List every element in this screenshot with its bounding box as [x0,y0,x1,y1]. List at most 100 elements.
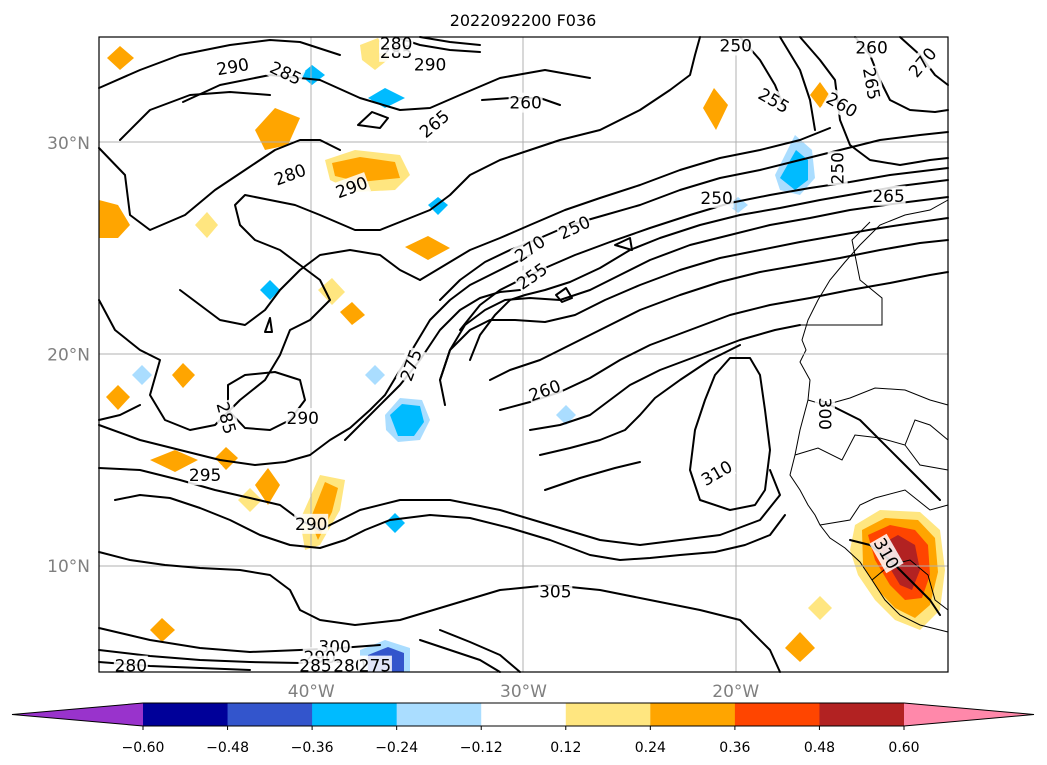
contour-line [799,36,949,166]
colorbar-extend-low [12,703,143,726]
contour-label: 290 [295,515,327,535]
x-tick-label: 40°W [288,682,335,702]
x-tick-labels: 40°W 30°W 20°W [288,682,760,702]
contour-label-bg [298,655,333,676]
contour-line [779,36,816,131]
warm-spot [172,363,195,388]
contour-label: 295 [189,466,221,486]
colorbar-tick-label: 0.60 [888,740,919,756]
contour-label-bg [395,345,427,385]
contour-label-group: 295 [188,465,223,486]
contour-line [539,344,741,456]
border [794,434,949,471]
contour-label: 305 [539,583,571,603]
contour-line [439,131,949,301]
contour-label-group: 290 [294,513,329,535]
contour-label-bg [508,92,543,113]
contour-line [182,69,591,111]
warm-spot [318,278,345,305]
warm-spot [340,302,365,325]
colorbar-tick-label: 0.12 [550,740,581,756]
contour-label-bg [285,408,320,428]
contour-line [439,217,949,406]
colorbar-tick-label: 0.24 [635,740,666,756]
contour-label-bg [212,398,241,438]
contour-label-bg [294,513,329,534]
warm-spot [106,385,130,410]
warm-spot [332,157,400,182]
contour-line [419,127,831,281]
colorbar-segment [734,703,820,726]
contour-label-group: 290 [285,408,320,429]
contour-label-bg [554,211,595,244]
contour-label: 285 [299,657,331,677]
contour-label: 265 [872,187,904,207]
colorbar: −0.60 −0.48 −0.36 −0.24 −0.12 0.12 0.24 0.36 0.4… [11,702,1035,756]
contour-label: 250 [829,152,849,184]
colorbar-segment [143,703,229,726]
contour-label-group: 250 [718,35,753,56]
warm-spot [255,108,300,150]
colorbar-segment [565,703,651,726]
cold-spot [260,280,280,300]
contour-label-group: 290 [214,53,252,80]
border [819,489,949,526]
contour-label-bg [525,375,565,406]
border [800,221,883,326]
contour-label-group: 280 [113,655,148,677]
contour-label-bg [696,455,737,491]
colorbar-tick-label: 0.36 [719,740,750,756]
contour-line [264,317,273,333]
colorbar-segment [312,703,398,726]
contour-line [98,467,781,546]
colorbar-segment [650,703,736,726]
cold-spot [365,365,385,385]
warm-spot [99,200,130,238]
contour-line [98,404,141,421]
contour-label: 250 [700,189,732,209]
contour-label-group: 260 [854,37,889,59]
contour-label-group: 275 [357,655,392,677]
contour-label-bg [214,53,252,80]
chart-title: 2022092200 F036 [450,11,597,30]
contour-label-bg [718,35,753,56]
contour-line [419,639,501,673]
contour-label-bg [699,187,734,208]
contour-label-bg [266,56,306,90]
contour-label: 280 [380,34,412,54]
contour-label-group: 305 [538,581,573,603]
contour-label: 250 [720,36,752,56]
contour-label-bg [113,655,148,676]
colorbar-tick-label: −0.60 [122,740,165,756]
contour-line [419,36,481,46]
contour-label-bg [858,65,885,103]
contour-label-bg [413,54,448,75]
colorbar-tick-label: −0.12 [460,740,503,756]
colorbar-segment [227,703,313,726]
contour-line [98,139,341,231]
y-tick-label: 10°N [47,557,90,577]
contour-label-group: 280 [379,33,414,54]
warm-spot [405,236,450,260]
warm-spot [255,468,280,505]
contour-label-bg [869,533,904,574]
map-panel: 2902852852802902502602702652602652552602… [98,33,949,677]
contour-label-bg [270,159,310,190]
contour-label: 280 [115,657,147,677]
contour-label-group: 265 [871,185,906,207]
contour-line [689,357,771,511]
map-frame [98,36,949,673]
contour-label-bg [871,185,906,206]
contour-label-group: 290 [413,54,448,76]
colorbar-extend-high [904,703,1034,726]
contour-line [119,91,271,141]
cold-patch-1b [390,404,424,436]
warm-spot [107,46,134,70]
contour-label: 275 [359,657,391,677]
contour-label-bg [357,655,392,676]
contour-line [555,287,573,303]
contour-label: 290 [287,409,319,429]
contour-label-bg [814,396,835,431]
contour-line [98,39,341,89]
